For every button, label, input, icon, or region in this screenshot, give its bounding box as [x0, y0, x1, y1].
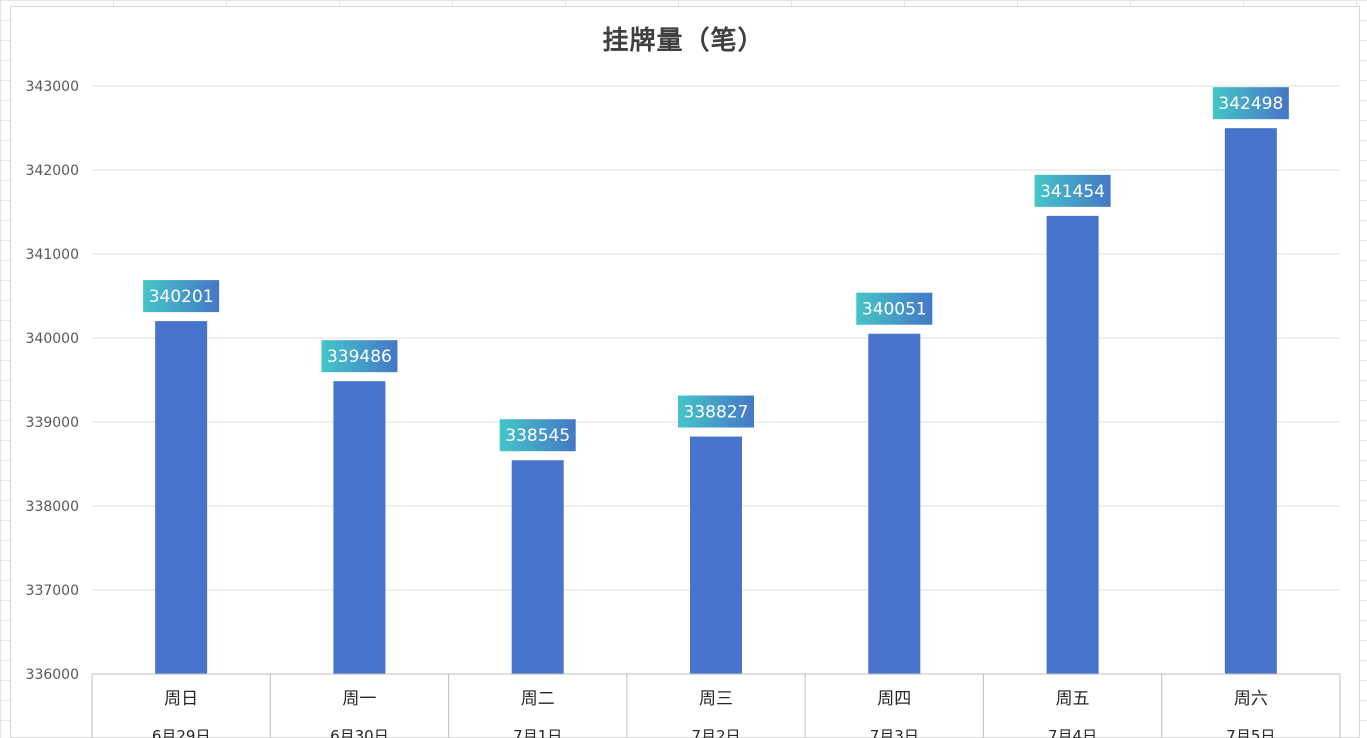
data-label-box [1034, 174, 1111, 207]
data-label-box [499, 419, 576, 452]
data-label-box [1212, 87, 1289, 120]
data-label-box [321, 340, 398, 373]
x-tick-weekday: 周五 [1056, 689, 1090, 709]
data-labels: 340201 339486 338545 338827 340051 341454 3424… [143, 87, 1289, 452]
x-tick-weekday: 周一 [342, 689, 376, 709]
chart-area[interactable] [10, 6, 1360, 738]
bars [155, 128, 1277, 675]
x-tick-date: 7月1日 [513, 727, 562, 738]
data-label: 338545 [505, 426, 570, 446]
y-tick-label: 341000 [26, 247, 79, 263]
bar [333, 381, 386, 674]
x-tick-weekday: 周三 [699, 689, 733, 709]
y-tick-label: 340000 [26, 331, 79, 347]
y-tick-label: 338000 [26, 499, 79, 515]
y-tick-label: 336000 [26, 667, 79, 683]
x-tick-weekday: 周二 [521, 689, 555, 709]
x-tick-date: 7月2日 [691, 727, 740, 738]
y-tick-label: 337000 [26, 583, 79, 599]
x-axis: 周日 6月29日 周一 6月30日 周二 7月1日 周三 7月2日 周四 7月3日 周五 7月4日 周六… [91, 673, 1341, 738]
y-tick-label: 342000 [26, 163, 79, 179]
data-label: 341454 [1040, 182, 1105, 202]
data-label-box [856, 292, 933, 325]
bar [155, 321, 208, 674]
data-label: 342498 [1218, 94, 1283, 114]
x-tick-date: 7月3日 [870, 727, 919, 738]
data-label-box [678, 395, 754, 428]
x-tick-weekday: 周四 [877, 689, 911, 709]
data-label: 340051 [862, 300, 927, 320]
x-tick-weekday: 周六 [1234, 689, 1268, 709]
data-label: 340201 [149, 287, 214, 307]
bar [1046, 215, 1099, 674]
bar [1224, 128, 1277, 675]
y-axis-ticks: 336000 337000 338000 339000 340000 341000 3420… [26, 79, 79, 683]
y-tick-label: 343000 [26, 79, 79, 95]
x-tick-date: 6月30日 [330, 727, 389, 738]
x-tick-date: 7月5日 [1226, 727, 1275, 738]
y-tick-label: 339000 [26, 415, 79, 431]
bar [690, 436, 742, 674]
data-label: 338827 [684, 403, 749, 423]
chart-title: 挂牌量（笔） [602, 26, 765, 56]
bar [868, 333, 921, 674]
data-label: 339486 [327, 347, 392, 367]
x-tick-date: 6月29日 [152, 727, 211, 738]
x-tick-weekday: 周日 [164, 689, 198, 709]
bar [511, 460, 564, 674]
data-label-box [143, 280, 220, 313]
x-tick-date: 7月4日 [1048, 727, 1097, 738]
